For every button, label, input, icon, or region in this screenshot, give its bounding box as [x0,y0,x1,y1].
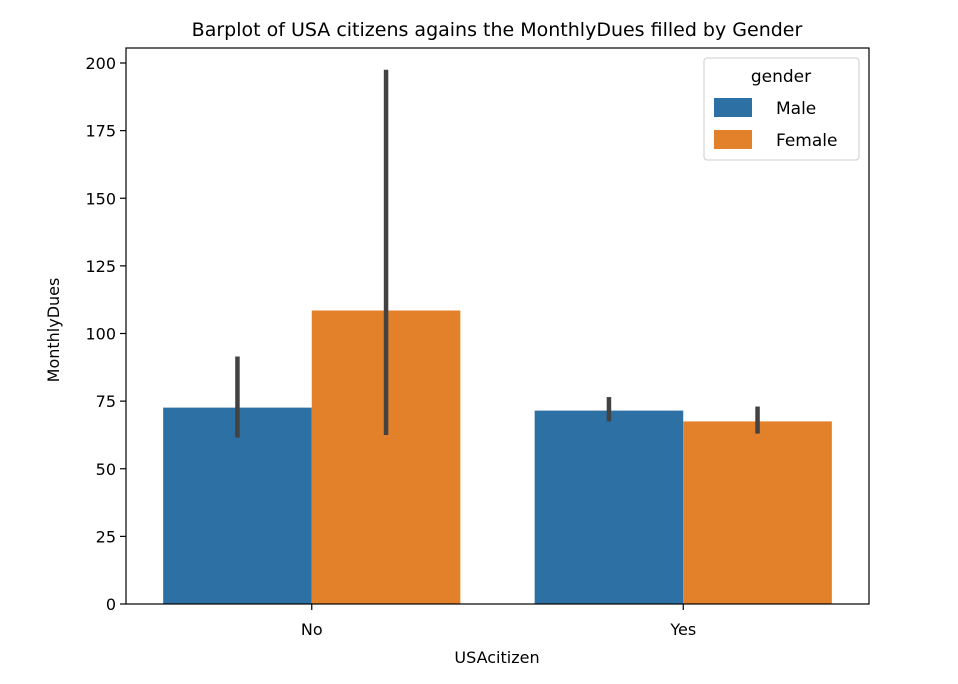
legend-title: gender [751,67,811,87]
x-axis-label: USAcitizen [454,648,539,667]
y-tick-label: 0 [106,595,116,614]
chart-title: Barplot of USA citizens agains the Month… [192,19,803,41]
x-axis-ticks: No Yes [301,604,696,639]
legend-label: Male [776,99,816,119]
legend-swatch [714,130,752,149]
legend-label: Female [776,131,837,151]
plot-frame [125,47,870,605]
y-tick-label: 200 [85,54,116,73]
bar [163,407,312,604]
x-tick-label: No [301,620,323,639]
y-axis-label: MonthlyDues [44,278,63,383]
y-axis-ticks: 0 25 50 75 100 125 150 175 200 [85,54,126,614]
y-tick-label: 75 [96,392,116,411]
y-tick-label: 150 [85,189,116,208]
y-tick-label: 125 [85,257,116,276]
y-tick-label: 100 [85,325,116,344]
x-tick-label: Yes [669,620,696,639]
error-bars [235,69,760,438]
y-tick-label: 50 [96,460,116,479]
bar [683,421,832,604]
y-tick-label: 175 [85,122,116,141]
legend-swatch [714,98,752,117]
bar [534,410,684,604]
plot-bars [163,310,832,604]
legend: gender Male Female [703,57,860,161]
y-tick-label: 25 [96,527,116,546]
legend-items: Male Female [714,98,837,151]
